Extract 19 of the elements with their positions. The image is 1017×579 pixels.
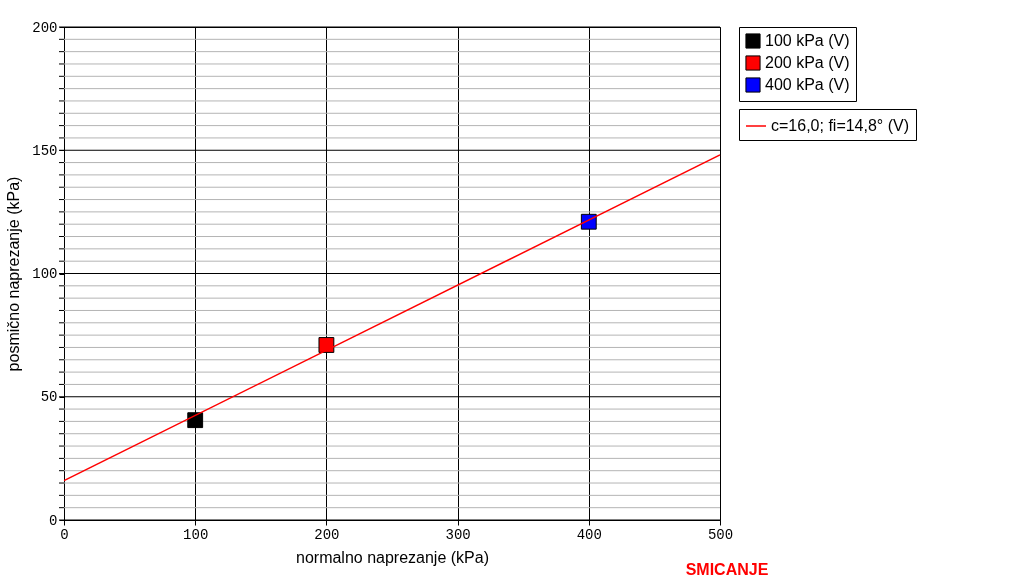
x-tick-label: 300: [445, 526, 471, 543]
text: SMICANJE: [685, 561, 769, 578]
legend-label: c=16,0; fi=14,8° (V): [771, 117, 910, 134]
x-tick-label: 200: [314, 526, 340, 543]
x-tick-label: 500: [707, 526, 734, 543]
point: [318, 337, 335, 353]
legend-label: 100 kPa (V): [765, 32, 850, 49]
x-tick-label: 100: [183, 526, 209, 543]
x-tick-label: 400: [576, 526, 602, 543]
y-tick-label: 50: [40, 389, 58, 406]
x-tick-label: 0: [60, 526, 69, 543]
y-axis-title: posmično naprezanje (kPa): [5, 176, 23, 372]
y-tick-label: 0: [49, 512, 58, 529]
y-tick-label: 100: [32, 266, 58, 282]
x-axis-title: normalno naprezanje (kPa): [296, 548, 489, 566]
y-tick-label: 150: [32, 142, 58, 159]
y-tick-label: 200: [32, 19, 58, 36]
legend-label: 400 kPa (V): [765, 76, 850, 93]
legend-label: 200 kPa (V): [765, 54, 850, 71]
